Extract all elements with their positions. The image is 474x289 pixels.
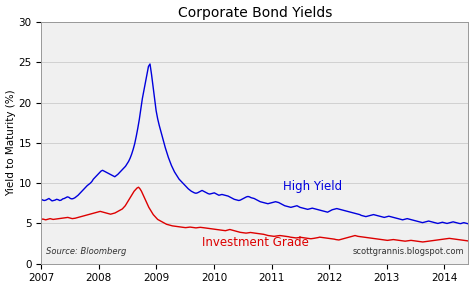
Y-axis label: Yield to Maturity (%): Yield to Maturity (%) [6, 90, 16, 196]
Text: High Yield: High Yield [283, 180, 342, 193]
Text: scottgrannis.blogspot.com: scottgrannis.blogspot.com [353, 247, 464, 256]
Title: Corporate Bond Yields: Corporate Bond Yields [178, 5, 332, 20]
Text: Investment Grade: Investment Grade [202, 236, 310, 249]
Text: Source: Bloomberg: Source: Bloomberg [46, 247, 126, 256]
